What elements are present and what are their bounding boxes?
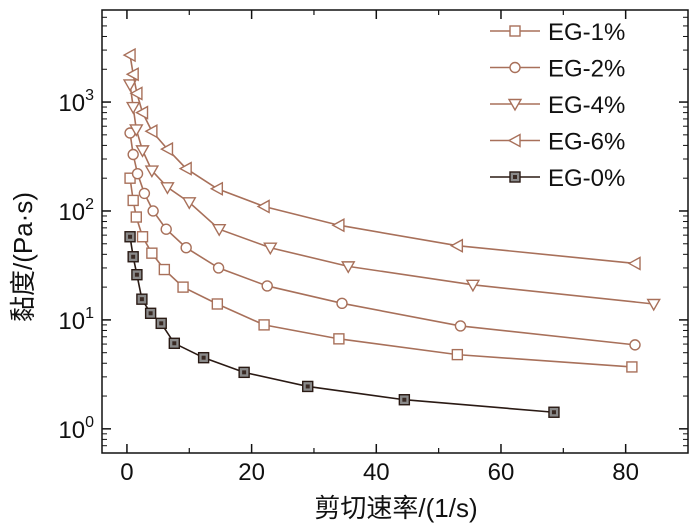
data-point — [135, 145, 150, 158]
data-point-core — [128, 234, 133, 239]
data-point — [127, 194, 139, 207]
data-point — [130, 211, 142, 223]
data-point — [129, 124, 144, 137]
legend-item: EG-6% — [490, 129, 625, 156]
legend-item: EG-4% — [490, 92, 625, 119]
legend-marker — [507, 98, 523, 112]
series-line-EG-6% — [129, 54, 636, 265]
data-point — [178, 161, 192, 176]
data-point — [449, 238, 464, 253]
data-point — [129, 86, 143, 101]
y-tick-label: 103 — [58, 87, 94, 117]
data-point — [261, 280, 273, 292]
data-point — [341, 261, 356, 274]
data-point — [158, 263, 171, 276]
data-point — [144, 124, 158, 139]
data-point — [209, 181, 224, 196]
data-point — [125, 67, 139, 82]
data-point — [180, 242, 192, 254]
data-point — [138, 187, 151, 200]
y-tick-label: 101 — [58, 305, 94, 335]
legend-label: EG-1% — [548, 19, 625, 46]
y-tick-label: 102 — [58, 196, 94, 226]
data-point — [333, 333, 345, 345]
data-point-core — [201, 355, 206, 360]
legend-label: EG-0% — [548, 165, 625, 192]
x-tick-label: 60 — [488, 459, 515, 486]
data-point — [160, 223, 172, 235]
legend-label: EG-4% — [548, 92, 625, 119]
legend-item: EG-2% — [490, 56, 625, 83]
data-point — [465, 279, 481, 293]
data-point-core — [134, 272, 139, 277]
data-point — [144, 165, 160, 178]
data-point — [451, 348, 464, 361]
data-point — [263, 242, 278, 256]
y-axis-label: 黏度/(Pa·s) — [8, 192, 38, 322]
x-tick-label: 80 — [612, 459, 639, 486]
data-point-core — [131, 254, 136, 259]
data-point — [211, 298, 224, 310]
data-point — [646, 298, 661, 312]
series-EG-6% — [122, 47, 641, 271]
legend-item: EG-1% — [490, 19, 625, 46]
legend-marker — [509, 61, 521, 74]
data-point — [131, 167, 144, 180]
x-tick-label: 40 — [363, 459, 390, 486]
series-EG-1% — [124, 172, 638, 373]
legend-label: EG-6% — [548, 129, 625, 156]
data-point-core — [139, 297, 144, 302]
data-point — [212, 262, 225, 274]
data-point — [182, 197, 197, 210]
data-point — [160, 182, 175, 195]
data-point-core — [402, 397, 407, 402]
data-point — [211, 224, 227, 237]
data-point — [135, 105, 149, 120]
data-point — [146, 247, 158, 259]
data-point — [331, 218, 345, 233]
plot-frame — [101, 9, 689, 454]
data-point — [147, 205, 159, 217]
data-point-core — [159, 321, 164, 326]
series-EG-2% — [124, 127, 641, 351]
x-axis-label: 剪切速率/(1/s) — [314, 493, 477, 523]
data-point — [454, 320, 467, 332]
data-point — [256, 199, 270, 214]
data-point-core — [172, 341, 177, 346]
series-EG-4% — [122, 79, 661, 312]
x-tick-label: 0 — [120, 459, 133, 486]
data-point — [177, 281, 189, 293]
data-point — [336, 297, 348, 310]
data-point — [629, 339, 641, 351]
series-EG-0% — [124, 231, 560, 418]
data-point-core — [551, 410, 556, 415]
legend-marker-core — [513, 175, 517, 179]
data-point — [626, 361, 638, 373]
data-point — [258, 319, 270, 331]
legend-marker — [509, 25, 521, 37]
data-point — [159, 141, 174, 157]
series-line-EG-1% — [129, 178, 632, 368]
data-point-core — [305, 384, 310, 389]
series-line-EG-0% — [129, 236, 555, 414]
data-point — [122, 79, 138, 92]
data-point — [127, 148, 139, 161]
legend-marker — [507, 133, 521, 148]
legend-item: EG-0% — [490, 165, 625, 192]
data-point — [125, 101, 141, 115]
x-tick-label: 20 — [238, 459, 265, 486]
data-point-core — [148, 311, 153, 316]
y-tick-label: 100 — [58, 414, 94, 444]
data-point — [122, 47, 136, 63]
data-point-core — [242, 370, 247, 375]
data-point — [627, 256, 641, 271]
legend-label: EG-2% — [548, 56, 625, 83]
data-point — [136, 231, 149, 243]
